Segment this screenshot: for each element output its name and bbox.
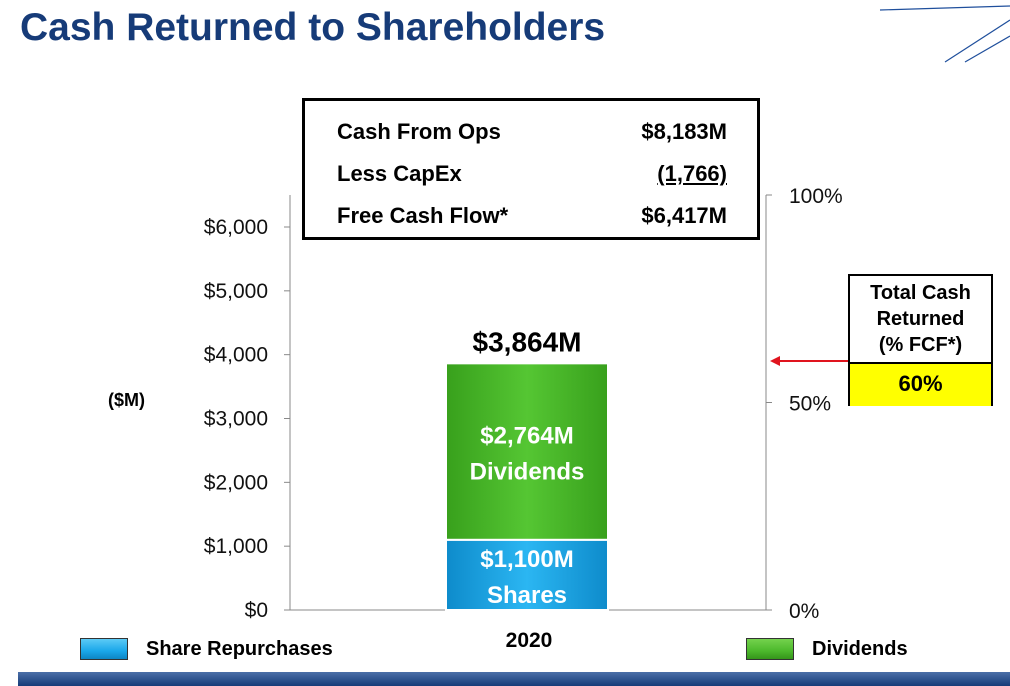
page-title: Cash Returned to Shareholders: [20, 6, 606, 49]
data-label: $2,764M: [480, 423, 573, 450]
y-tick-label: $5,000: [204, 280, 268, 303]
header-line: Returned: [876, 308, 965, 330]
fcf-row: Cash From Ops $8,183M: [337, 119, 727, 155]
fcf-row: Less CapEx (1,766): [337, 161, 727, 197]
fcf-row-value: $8,183M: [641, 119, 727, 144]
fcf-row-label: Free Cash Flow*: [337, 203, 509, 228]
y-tick-label: $6,000: [204, 216, 268, 239]
fcf-row-label: Cash From Ops: [337, 119, 501, 144]
annotation-arrow-head: [770, 356, 780, 366]
corner-decoration: [879, 5, 1010, 63]
header-line: Total Cash: [870, 282, 971, 304]
y2-tick-label: 0%: [789, 600, 819, 623]
total-label: $3,864M: [473, 326, 582, 357]
x-tick-label: 2020: [506, 629, 553, 652]
y-axis-unit-label: ($M): [108, 390, 145, 410]
legend-swatch: [746, 638, 794, 660]
fcf-row-label: Less CapEx: [337, 161, 462, 186]
footer-bar: [18, 672, 1010, 686]
data-label: Shares: [487, 582, 567, 609]
fcf-row-value: (1,766): [657, 161, 727, 186]
y-tick-label: $4,000: [204, 344, 268, 367]
total-cash-returned-header: Total Cash Returned (% FCF*): [850, 280, 991, 358]
y-tick-label: $3,000: [204, 408, 268, 431]
y-tick-label: $2,000: [204, 471, 268, 494]
legend-label: Dividends: [812, 638, 908, 660]
data-label: $1,100M: [480, 546, 573, 573]
y-tick-label: $1,000: [204, 535, 268, 558]
y2-tick-label: 100%: [789, 185, 843, 208]
legend-swatch: [80, 638, 128, 660]
bar-segment-shares: [445, 538, 609, 611]
free-cash-flow-box: Cash From Ops $8,183M Less CapEx (1,766)…: [302, 98, 760, 240]
y-tick-label: $0: [245, 599, 268, 622]
fcf-row: Free Cash Flow* $6,417M: [337, 203, 727, 239]
total-cash-returned-value: 60%: [850, 362, 991, 406]
bar-segment-dividends: [445, 362, 609, 541]
legend-label: Share Repurchases: [146, 638, 333, 660]
header-line: (% FCF*): [878, 334, 963, 356]
fcf-row-value: $6,417M: [641, 203, 727, 228]
total-cash-returned-box: Total Cash Returned (% FCF*) 60%: [848, 274, 993, 406]
y2-tick-label: 50%: [789, 393, 831, 416]
data-label: Dividends: [470, 459, 585, 486]
